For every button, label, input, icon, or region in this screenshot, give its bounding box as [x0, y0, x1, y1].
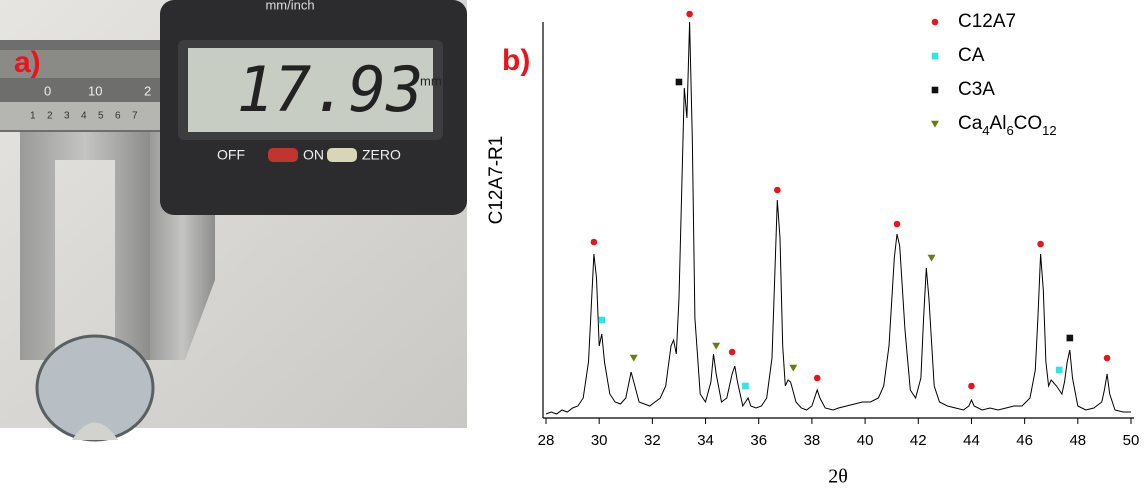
vernier-number: 5	[98, 111, 104, 122]
peak-marker	[813, 374, 821, 382]
chart: b) C12A7-R1 2θ 28 30 32 34 36 38 40 42 44 46 48 50 C…	[486, 10, 1140, 488]
panel-label: a)	[14, 46, 41, 79]
peak-marker	[774, 186, 781, 194]
zero-button	[327, 148, 357, 162]
peak-marker	[712, 342, 721, 350]
x-tick-label: 30	[591, 432, 608, 449]
vernier-scale	[0, 102, 160, 130]
legend-marker	[931, 18, 939, 26]
x-tick-label: 34	[697, 432, 714, 449]
x-tick-label: 50	[1123, 432, 1140, 449]
top-text: mm/inch	[265, 0, 314, 12]
peak-marker	[590, 238, 598, 246]
lcd-screen	[188, 48, 433, 132]
peak-marker	[675, 78, 683, 86]
x-tick-label: 46	[1016, 432, 1033, 449]
x-tick-label: 48	[1069, 432, 1086, 449]
legend-label: C12A7	[958, 11, 1016, 32]
xrd-pattern	[545, 21, 1131, 415]
peak-marker	[1066, 334, 1074, 342]
peak-marker	[1103, 354, 1111, 362]
display-reading: 17.93	[237, 53, 424, 126]
peak-marker	[789, 364, 798, 372]
peak-marker	[728, 348, 736, 356]
peak-marker	[742, 382, 749, 390]
vernier-number: 7	[132, 111, 138, 122]
on-button	[268, 148, 298, 162]
peak-marker	[968, 382, 975, 390]
display-unit: mm	[420, 73, 442, 88]
disc-notch	[72, 422, 118, 440]
scale-number: 2	[144, 83, 151, 98]
peak-marker	[686, 10, 693, 18]
x-tick-label: 38	[804, 432, 821, 449]
legend-label: CA	[958, 45, 985, 66]
vernier-number: 6	[115, 111, 121, 122]
vernier-number: 2	[47, 111, 53, 122]
panel-label: b)	[502, 44, 530, 77]
peak-marker	[1037, 240, 1044, 248]
scale-number: 0	[44, 83, 51, 98]
legend-marker	[931, 86, 939, 94]
peak-marker	[629, 354, 638, 362]
ruler-scale	[0, 50, 165, 78]
x-tick-label: 40	[857, 432, 874, 449]
caliper-jaw-left	[20, 132, 150, 360]
button-label: ZERO	[362, 147, 401, 163]
peak-marker	[598, 316, 606, 324]
legend-marker	[931, 52, 939, 60]
peak-marker	[1055, 366, 1063, 374]
legend-label: C3A	[958, 79, 995, 100]
x-tick-label: 32	[644, 432, 661, 449]
vernier-number: 1	[30, 111, 36, 122]
peak-marker	[927, 254, 936, 262]
x-axis-label: 2θ	[828, 466, 848, 488]
x-tick-label: 28	[538, 432, 555, 449]
legend-marker	[931, 120, 939, 128]
y-axis-label: C12A7-R1	[486, 136, 507, 225]
vernier-number: 3	[64, 111, 70, 122]
scale-number: 10	[88, 83, 102, 98]
x-tick-label: 42	[910, 432, 927, 449]
peak-marker	[893, 220, 901, 228]
x-tick-label: 44	[963, 432, 980, 449]
button-label: OFF	[217, 147, 245, 163]
x-tick-label: 36	[750, 432, 767, 449]
button-label: ON	[303, 147, 324, 163]
legend-label: Ca4Al6CO12	[958, 113, 1057, 138]
vernier-number: 4	[81, 111, 87, 122]
